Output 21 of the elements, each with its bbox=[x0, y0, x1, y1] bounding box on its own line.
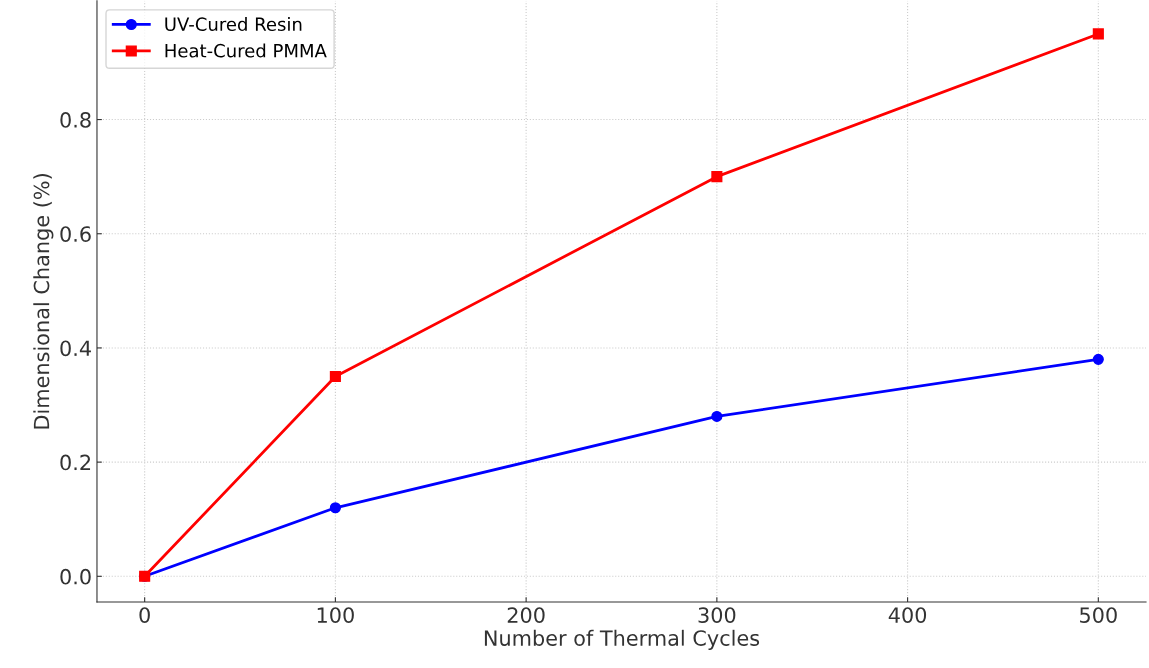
y-axis-title: Dimensional Change (%) bbox=[33, 174, 54, 429]
legend-label: UV-Cured Resin bbox=[165, 17, 302, 32]
y-tick-label: 0.4 bbox=[60, 340, 91, 357]
x-tick-label: 300 bbox=[698, 607, 736, 623]
x-axis-title: Number of Thermal Cycles bbox=[484, 629, 760, 650]
y-tick-label: 0.6 bbox=[60, 226, 91, 242]
point bbox=[711, 410, 723, 423]
x-tick-label: 500 bbox=[1080, 607, 1117, 623]
point bbox=[329, 370, 341, 383]
point bbox=[329, 502, 341, 514]
y-tick-label: 0.2 bbox=[60, 454, 91, 471]
legend-label: Heat-Cured PMMA bbox=[165, 43, 327, 58]
x-tick-label: 0 bbox=[139, 607, 150, 623]
x-tick-label: 200 bbox=[507, 607, 545, 623]
x-tick-label: 100 bbox=[317, 607, 354, 623]
point bbox=[1092, 353, 1104, 365]
point bbox=[1092, 28, 1104, 40]
point bbox=[711, 171, 723, 183]
y-tick-label: 0.8 bbox=[60, 112, 91, 128]
y-tick-label: 0.0 bbox=[60, 568, 91, 585]
x-tick-label: 400 bbox=[888, 607, 927, 623]
